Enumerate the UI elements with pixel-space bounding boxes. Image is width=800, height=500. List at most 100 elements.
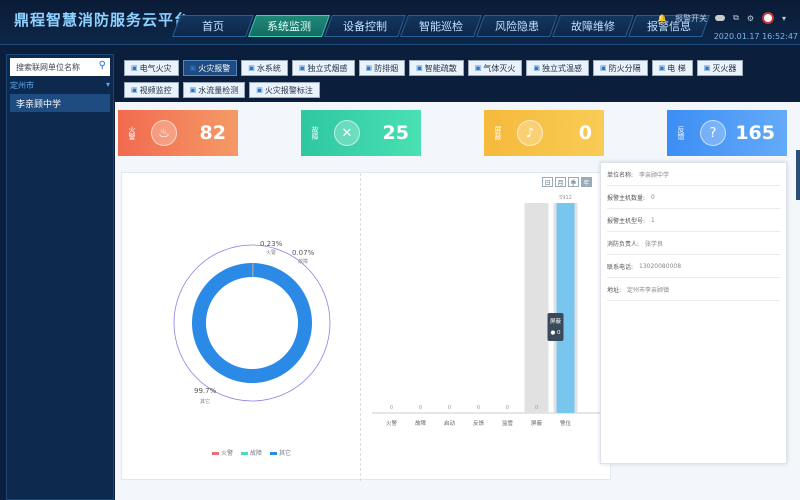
bar-tick-label: 警位 (560, 419, 572, 427)
tab-1[interactable]: 系统监测 (247, 15, 331, 37)
filter-button-3[interactable]: ▣ 独立式烟感 (291, 60, 355, 76)
filter-icon: ▣ (703, 64, 711, 72)
legend-swatch (270, 452, 278, 455)
filter-icon: ▣ (658, 64, 666, 72)
tab-3[interactable]: 智能巡检 (399, 15, 483, 37)
bar-tick-label: 监管 (502, 419, 514, 427)
stat-card-1[interactable]: 故障 ✕ 25 (301, 110, 421, 156)
search-input[interactable]: 搜索联网单位名称 ⚲ (10, 58, 110, 76)
filter-icon: ▣ (533, 64, 540, 72)
filter-label: 水流量检测 (198, 85, 239, 95)
stat-card-0[interactable]: 火警 ♨ 82 (118, 110, 238, 156)
legend-label: 火警 (221, 450, 234, 457)
filter-icon: ▣ (416, 64, 423, 72)
info-row: 单位名称: 李亲顾中学 (607, 163, 780, 186)
filter-button-13[interactable]: ▣ 火灾报警标注 (249, 82, 320, 98)
filter-icon: ▣ (256, 86, 263, 94)
stat-card-2[interactable]: 屏蔽 ♪ 0 (484, 110, 604, 156)
time-text: 16:52:47 (762, 32, 798, 41)
filter-button-5[interactable]: ▣ 智能疏散 (409, 60, 464, 76)
period-tabs: 日月季年 (542, 177, 592, 187)
info-row: 联系电话: 13020080008 (607, 255, 780, 278)
filter-icon: ▣ (365, 64, 373, 72)
period-tab-1[interactable]: 月 (555, 177, 566, 187)
filter-icon: ▣ (474, 64, 482, 72)
info-value: 张学良 (645, 240, 664, 248)
pie-chart: 0.23%火警 0.07%故障 99.7% 其它 (173, 240, 331, 405)
bar-6[interactable] (556, 203, 575, 413)
chevron-down-icon[interactable]: ▾ (781, 13, 786, 23)
filter-label: 电 梯 (667, 63, 686, 73)
filter-button-0[interactable]: ▣ 电气火灾 (124, 60, 179, 76)
stat-card-label: 屏蔽 (494, 126, 502, 140)
bar-tick-label: 屏蔽 (531, 419, 543, 427)
filter-button-11[interactable]: ▣ 视频监控 (124, 82, 179, 98)
filter-label: 视频监控 (139, 85, 172, 95)
stat-card-value: 82 (199, 122, 226, 144)
stat-card-label: 故障 (311, 126, 319, 140)
legend-item[interactable]: 故障 (241, 448, 262, 457)
filter-button-7[interactable]: ▣ 独立式温感 (526, 60, 589, 76)
filter-label: 气体灭火 (483, 63, 516, 73)
search-icon[interactable]: ⚲ (98, 60, 106, 71)
info-key: 报警主机型号: (607, 217, 646, 225)
sidebar-item-label: 李亲顾中学 (16, 99, 62, 110)
period-tab-0[interactable]: 日 (542, 177, 553, 187)
info-row: 报警主机数量: 0 (607, 186, 780, 209)
filter-button-6[interactable]: ▣ 气体灭火 (467, 60, 523, 76)
sidebar-item-unit[interactable]: 李亲顾中学 (10, 94, 110, 112)
legend-item[interactable]: 其它 (270, 448, 291, 457)
filter-icon: ▣ (248, 64, 255, 72)
tree-root[interactable]: 定州市 ▾ (10, 80, 110, 92)
tab-2[interactable]: 设备控制 (323, 15, 407, 37)
filter-icon: ▣ (189, 86, 197, 94)
alarm-switch-label: 报警开关 (675, 13, 708, 23)
tab-0[interactable]: 首页 (171, 15, 255, 37)
chevron-down-icon[interactable]: ▾ (105, 80, 110, 89)
app-title: 鼎程智慧消防服务云平台 (14, 11, 191, 29)
user-settings-icon[interactable]: ⚙ (746, 13, 754, 23)
network-icon[interactable]: ⧉ (733, 13, 739, 22)
filter-button-4[interactable]: ▣ 防排烟 (358, 60, 406, 76)
filter-label: 灭火器 (712, 63, 737, 73)
filter-button-9[interactable]: ▣ 电 梯 (651, 60, 693, 76)
filter-button-2[interactable]: ▣ 水系统 (241, 60, 288, 76)
stat-card-3[interactable]: 反馈? 165 (667, 110, 787, 156)
pie-slice-2[interactable] (191, 263, 312, 383)
tab-4[interactable]: 风险隐患 (475, 15, 559, 37)
info-row: 消防负责人: 张学良 (607, 232, 780, 255)
filter-button-10[interactable]: ▣ 灭火器 (696, 60, 744, 76)
bar-value-label: 0 (390, 405, 393, 411)
legend-swatch (241, 452, 249, 455)
tab-label: 故障维修 (571, 20, 615, 33)
bell-icon[interactable]: 🔔 (657, 13, 668, 23)
info-key: 消防负责人: (607, 240, 640, 248)
avatar[interactable] (761, 12, 774, 24)
bar-value-label: 5912 (559, 195, 572, 201)
bar-value-label: 0 (448, 405, 451, 411)
tools-icon: ✕ (334, 120, 360, 146)
alarm-switch-toggle[interactable] (715, 15, 726, 21)
stat-card-label: 反馈 (677, 126, 685, 140)
filter-button-8[interactable]: ▣ 防火分隔 (593, 60, 648, 76)
period-tab-2[interactable]: 季 (568, 177, 579, 187)
tab-label: 设备控制 (343, 20, 387, 33)
info-key: 地址: (607, 286, 622, 294)
tab-5[interactable]: 故障维修 (551, 15, 635, 37)
search-placeholder: 搜索联网单位名称 (16, 62, 80, 72)
legend-item[interactable]: 火警 (212, 448, 233, 457)
date-text: 2020.01.17 (713, 32, 760, 41)
filter-button-1[interactable]: ▣ 火灾报警 (182, 60, 238, 76)
bar-tick-label: 启动 (444, 419, 456, 427)
period-tab-3[interactable]: 年 (581, 177, 592, 187)
bar-value-label: 0 (419, 405, 422, 411)
filter-label: 电气火灾 (139, 63, 172, 73)
pie-slice-1[interactable] (252, 263, 254, 278)
filter-icon: ▣ (131, 86, 138, 94)
scrollbar[interactable] (796, 150, 800, 200)
filter-button-12[interactable]: ▣ 水流量检测 (182, 82, 246, 98)
info-key: 报警主机数量: (607, 194, 646, 202)
stat-card-value: 165 (735, 122, 775, 144)
bar-chart: 0 火警 0 故障 0 启动 0 反馈 0 监管 0 屏蔽 5912 警位 屏蔽 ● 0 (372, 195, 602, 427)
tab-label: 风险隐患 (495, 20, 539, 33)
